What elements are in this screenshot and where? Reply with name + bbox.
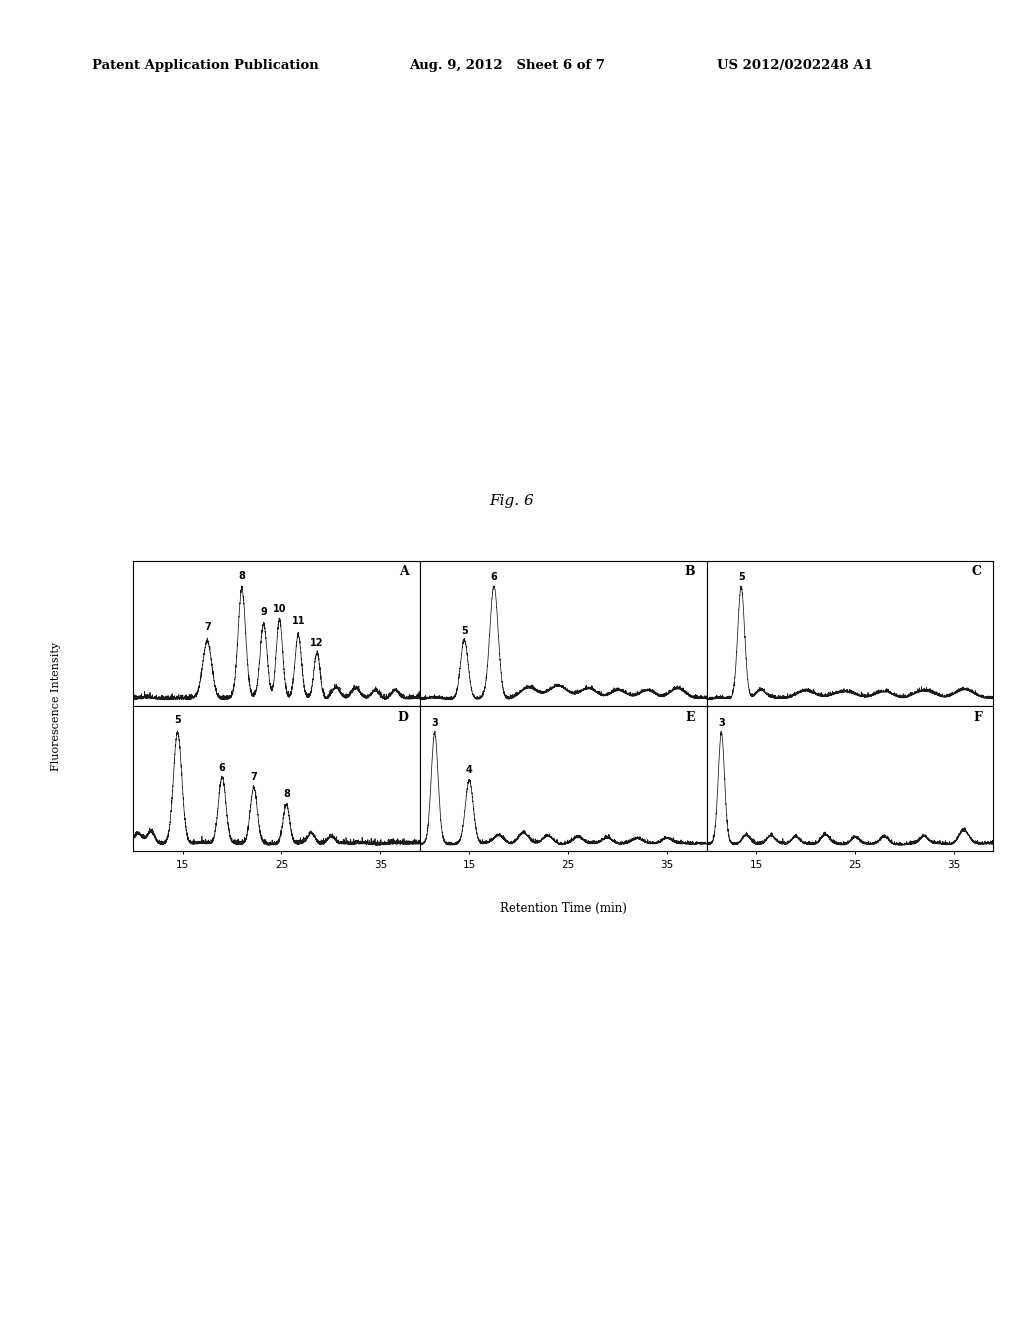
Text: 12: 12: [310, 638, 324, 648]
Text: 8: 8: [283, 789, 290, 799]
Text: 6: 6: [219, 763, 225, 774]
Text: 4: 4: [466, 766, 473, 775]
Text: E: E: [686, 710, 695, 723]
Text: 3: 3: [718, 718, 725, 727]
Text: Fig. 6: Fig. 6: [489, 494, 535, 508]
Text: B: B: [684, 565, 695, 578]
Text: 9: 9: [260, 607, 267, 616]
Text: D: D: [397, 710, 409, 723]
Text: 10: 10: [272, 603, 286, 614]
Text: 11: 11: [292, 616, 305, 627]
Text: 6: 6: [490, 572, 498, 582]
Text: F: F: [973, 710, 982, 723]
Text: Aug. 9, 2012   Sheet 6 of 7: Aug. 9, 2012 Sheet 6 of 7: [410, 59, 605, 73]
Text: Fluorescence Intensity: Fluorescence Intensity: [51, 642, 61, 771]
Text: 5: 5: [737, 573, 744, 582]
Text: 5: 5: [174, 715, 181, 726]
Text: 7: 7: [250, 772, 257, 783]
Text: US 2012/0202248 A1: US 2012/0202248 A1: [717, 59, 872, 73]
Text: A: A: [398, 565, 409, 578]
Text: 5: 5: [461, 626, 468, 635]
Text: 7: 7: [204, 622, 211, 632]
Text: Patent Application Publication: Patent Application Publication: [92, 59, 318, 73]
Text: Retention Time (min): Retention Time (min): [500, 902, 627, 915]
Text: 3: 3: [431, 718, 438, 729]
Text: 8: 8: [239, 570, 246, 581]
Text: C: C: [972, 565, 982, 578]
